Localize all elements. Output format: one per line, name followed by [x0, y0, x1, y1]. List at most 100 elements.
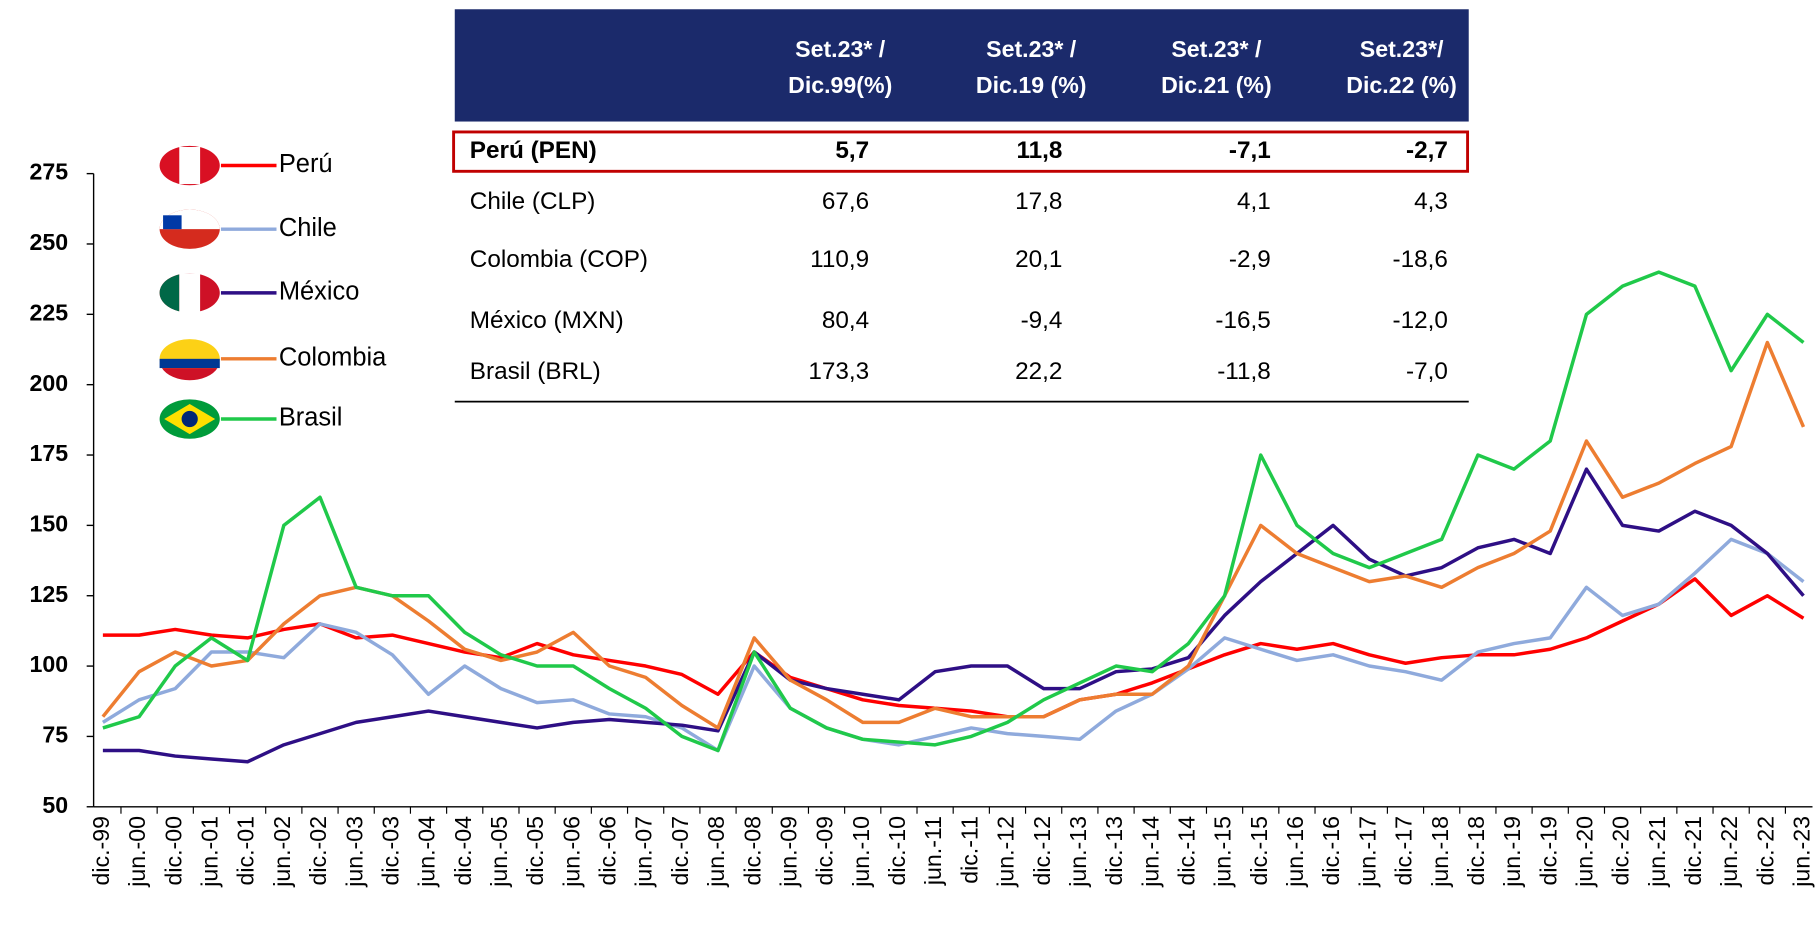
- x-tick-label: jun.-17: [1354, 816, 1380, 888]
- x-tick-label: jun.-07: [631, 816, 657, 888]
- flags: [159, 145, 220, 439]
- x-tick-label: dic.-14: [1173, 816, 1199, 886]
- table-cell: 4,1: [1237, 188, 1271, 215]
- x-tick-label: dic.-20: [1608, 816, 1634, 885]
- x-tick-label: dic.-16: [1318, 816, 1344, 885]
- flag: [159, 358, 220, 369]
- table-cell: Perú (PEN): [470, 137, 597, 164]
- x-tick-label: jun.-21: [1644, 816, 1670, 888]
- legend-label: Colombia: [279, 344, 387, 372]
- table-cell: México (MXN): [470, 307, 624, 334]
- table-header: Dic.21 (%): [1161, 72, 1272, 98]
- flag: [161, 368, 218, 381]
- highlight-box: [452, 130, 1470, 173]
- x-tick-label: dic.-07: [667, 816, 693, 885]
- table-cell: 67,6: [822, 188, 869, 215]
- series-line: [102, 270, 1805, 753]
- x-tick-label: dic.-15: [1246, 816, 1272, 885]
- legend-label: Perú: [279, 150, 333, 178]
- table-header-bg: [454, 9, 1469, 122]
- x-tick-label: dic.-06: [595, 816, 621, 885]
- table-cell: Colombia (COP): [470, 246, 648, 273]
- x-tick-label: jun.-22: [1716, 816, 1742, 888]
- y-tick-label: 275: [30, 159, 69, 185]
- table-cell: -12,0: [1393, 307, 1448, 334]
- x-tick-label: dic.-09: [812, 816, 838, 885]
- flag: [181, 410, 198, 428]
- x-tick-label: jun.-18: [1427, 816, 1453, 888]
- table-cell: 20,1: [1015, 246, 1062, 273]
- table-cell: 110,9: [810, 246, 869, 273]
- x-tick-label: jun.-15: [1210, 816, 1236, 888]
- flag: [159, 274, 180, 312]
- table-header: Set.23*/: [1360, 36, 1444, 62]
- table-cell: 17,8: [1015, 188, 1062, 215]
- table-header: Set.23* /: [795, 36, 886, 62]
- table-header: Set.23* /: [1171, 36, 1262, 62]
- x-tick-label: jun.-03: [341, 816, 367, 888]
- x-tick-label: dic.-17: [1391, 816, 1417, 885]
- flag: [179, 273, 201, 313]
- x-tick-label: jun.-09: [775, 816, 801, 888]
- y-tick-label: 225: [30, 299, 69, 325]
- x-tick-label: jun.-06: [558, 816, 584, 888]
- table-cell: -18,6: [1393, 246, 1448, 273]
- x-tick-label: dic.-21: [1680, 816, 1706, 885]
- table-header: Dic.22 (%): [1346, 72, 1457, 98]
- x-tick-label: jun.-02: [269, 816, 295, 888]
- x-tick-label: dic.-08: [739, 816, 765, 885]
- x-tick-label: dic.-99: [88, 816, 114, 885]
- flag: [179, 147, 201, 185]
- x-tick-label: dic.-22: [1752, 816, 1778, 885]
- table-cell: 4,3: [1414, 188, 1448, 215]
- table-cell: 22,2: [1015, 358, 1062, 385]
- x-tick-label: dic.-13: [1101, 816, 1127, 885]
- legend-label: Brasil: [279, 404, 343, 432]
- x-tick-label: jun.-00: [124, 816, 150, 888]
- table-cell: -2,9: [1229, 246, 1271, 273]
- x-tick-label: dic.-12: [1029, 816, 1055, 885]
- series-line: [102, 577, 1805, 719]
- table-cell: -2,7: [1406, 137, 1448, 164]
- y-tick-label: 175: [30, 440, 69, 466]
- table-cell: 173,3: [808, 358, 869, 385]
- x-tick-label: jun.-16: [1282, 816, 1308, 888]
- x-tick-label: jun.-23: [1789, 816, 1815, 888]
- series-line: [102, 467, 1805, 764]
- x-tick-label: jun.-11: [920, 816, 946, 886]
- table-header: Set.23* /: [986, 36, 1077, 62]
- table-cell: 11,8: [1016, 137, 1062, 164]
- table-header: Dic.99(%): [788, 72, 892, 98]
- y-tick-label: 100: [30, 651, 69, 677]
- y-tick-label: 50: [42, 792, 68, 818]
- y-tick-label: 125: [30, 581, 69, 607]
- table-cell: 80,4: [822, 307, 869, 334]
- table-header: Dic.19 (%): [976, 72, 1087, 98]
- x-tick-label: dic.-01: [233, 816, 259, 885]
- x-tick-label: dic.-18: [1463, 816, 1489, 885]
- table-cell: -16,5: [1215, 307, 1270, 334]
- legend-label: Chile: [279, 214, 337, 242]
- y-tick-label: 150: [30, 510, 69, 536]
- x-tick-label: jun.-14: [1137, 816, 1163, 888]
- x-tick-label: dic.-03: [377, 816, 403, 885]
- x-tick-label: dic.-11: [956, 816, 982, 884]
- series-line: [101, 537, 1805, 753]
- y-tick-label: 250: [30, 229, 69, 255]
- x-tick-label: jun.-05: [486, 816, 512, 888]
- x-tick-label: dic.-19: [1535, 816, 1561, 885]
- x-tick-label: jun.-08: [703, 816, 729, 888]
- x-tick-label: dic.-05: [522, 816, 548, 885]
- x-tick-label: dic.-00: [160, 816, 186, 885]
- x-tick-label: jun.-12: [993, 816, 1019, 888]
- x-tick-label: dic.-02: [305, 816, 331, 885]
- x-tick-label: jun.-01: [197, 816, 223, 888]
- table-cell: -9,4: [1021, 307, 1063, 334]
- legend-label: México: [279, 278, 360, 306]
- table-cell: -7,1: [1229, 137, 1271, 164]
- x-tick-label: jun.-04: [414, 816, 440, 888]
- table-cell: 5,7: [835, 137, 869, 164]
- table-cell: -7,0: [1406, 358, 1448, 385]
- x-tick-label: jun.-13: [1065, 816, 1091, 888]
